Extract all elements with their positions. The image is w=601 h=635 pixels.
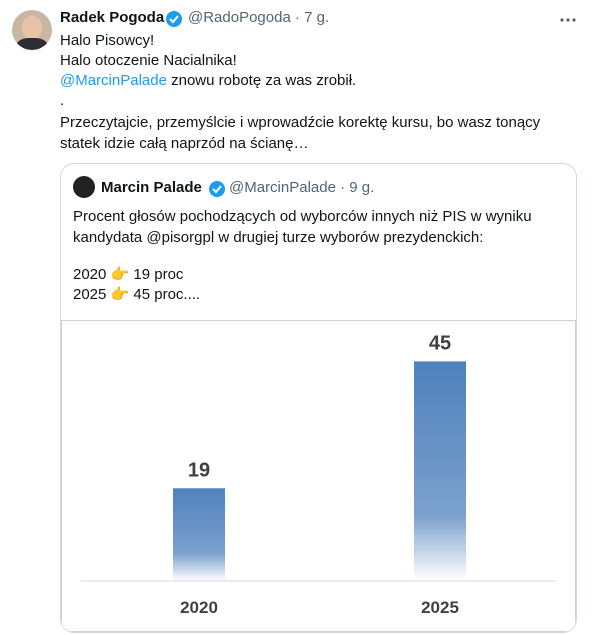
bar <box>173 488 225 581</box>
text-paragraph: Przeczytajcie, przemyślcie i wprowadźcie… <box>60 114 541 152</box>
handle[interactable]: @RadoPogoda <box>188 9 291 26</box>
x-tick-label: 2020 <box>180 598 218 617</box>
author-handle[interactable]: @RadoPogoda · 7 g. <box>188 9 330 26</box>
time: 9 g. <box>349 179 375 196</box>
data-label: 19 <box>188 459 210 481</box>
text-line: Halo Pisowcy! <box>60 32 155 49</box>
quote-line: 2025 👉 45 proc.... <box>73 286 201 303</box>
verified-badge <box>166 11 182 27</box>
quote-line: 2020 👉 19 proc <box>73 266 184 283</box>
verified-badge <box>209 181 225 197</box>
quote-avatar[interactable] <box>73 176 95 198</box>
mention[interactable]: @MarcinPalade <box>60 72 167 89</box>
data-label: 45 <box>429 332 451 354</box>
quote-card[interactable]: Marcin Palade @MarcinPalade · 9 g. Proce… <box>60 163 577 633</box>
x-tick-label: 2025 <box>421 598 459 617</box>
text-line: . <box>60 92 65 109</box>
avatar[interactable] <box>12 10 52 50</box>
text: znowu robotę za was zrobił. <box>166 72 357 89</box>
chart: 19 2020 45 2025 <box>61 320 576 632</box>
handle: @MarcinPalade <box>229 179 336 196</box>
author-name[interactable]: Radek Pogoda <box>60 9 165 26</box>
chart-frame <box>61 320 576 632</box>
bar <box>414 361 466 581</box>
quote-text: Procent głosów pochodzących od wyborców … <box>73 208 532 246</box>
more-button[interactable] <box>558 10 578 30</box>
quote-handle: @MarcinPalade · 9 g. <box>229 179 375 196</box>
text-line: Halo otoczenie Nacialnika! <box>60 52 237 69</box>
text-line: @MarcinPalade znowu robotę za was zrobił… <box>60 72 356 89</box>
quote-name[interactable]: Marcin Palade <box>101 179 202 196</box>
time[interactable]: 7 g. <box>304 9 330 26</box>
